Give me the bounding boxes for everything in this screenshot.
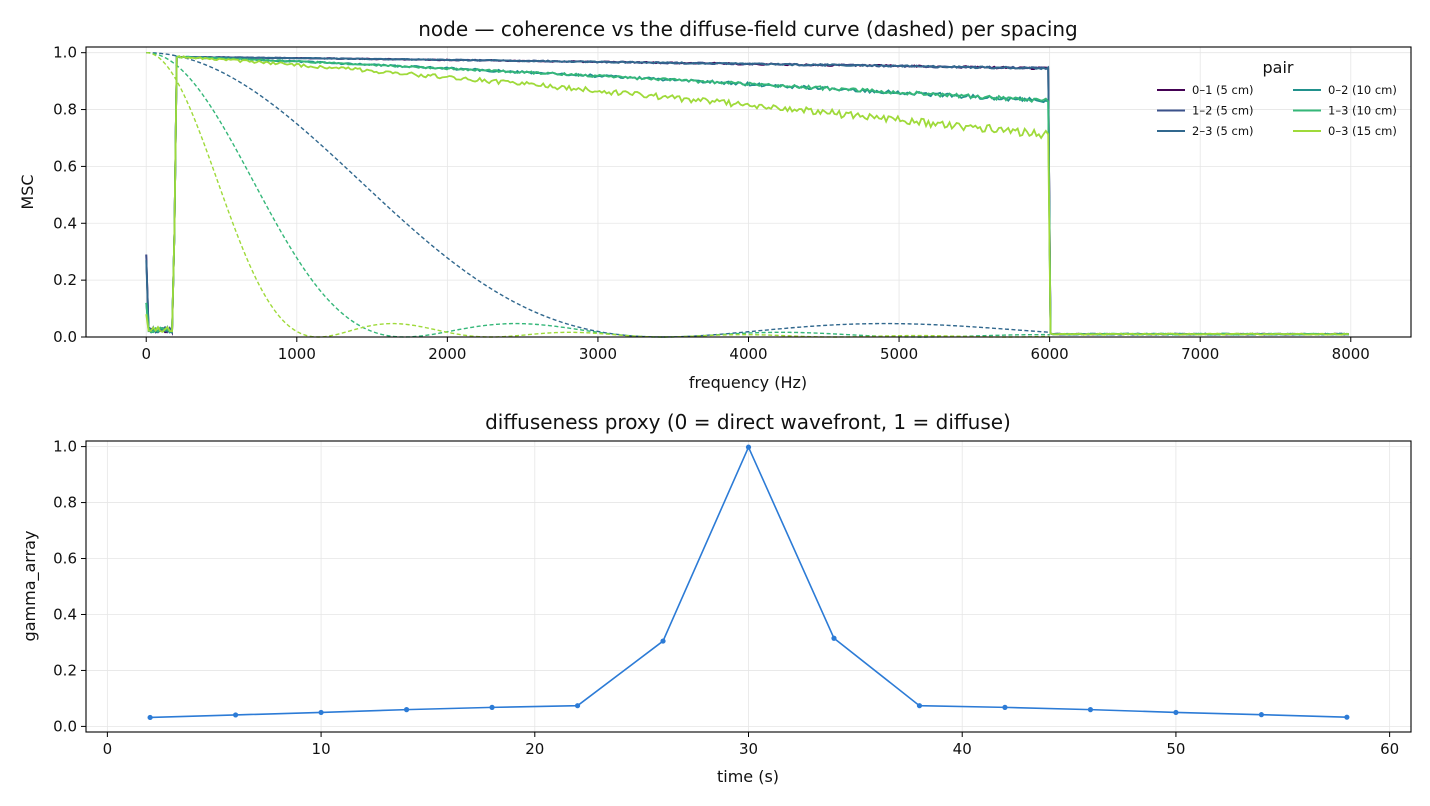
y-tick-label: 1.0 bbox=[53, 44, 77, 62]
gamma-point bbox=[660, 638, 666, 644]
y-ticks: 0.0 0.2 0.4 0.6 0.8 1.0 bbox=[53, 438, 86, 735]
coherence-chart: node — coherence vs the diffuse-field cu… bbox=[18, 17, 1412, 392]
x-tick-label: 50 bbox=[1166, 740, 1185, 758]
y-axis-label: MSC bbox=[18, 174, 37, 209]
gamma-point bbox=[1087, 707, 1094, 713]
y-axis-label: gamma_array bbox=[20, 531, 40, 642]
series-lines bbox=[145, 54, 1349, 336]
x-ticks: 0 1000 2000 3000 4000 5000 6000 7000 8000 bbox=[141, 337, 1370, 363]
y-tick-label: 0.8 bbox=[53, 494, 77, 512]
y-tick-label: 0.2 bbox=[53, 661, 77, 679]
gamma-point bbox=[147, 714, 153, 721]
x-tick-label: 7000 bbox=[1181, 345, 1219, 363]
x-tick-label: 1000 bbox=[278, 345, 316, 363]
chart-title: node — coherence vs the diffuse-field cu… bbox=[418, 17, 1078, 41]
grid bbox=[86, 441, 1411, 732]
y-tick-label: 1.0 bbox=[53, 438, 77, 456]
x-ticks: 0 10 20 30 40 50 60 bbox=[103, 732, 1399, 758]
y-ticks: 0.0 0.2 0.4 0.6 0.8 1.0 bbox=[53, 44, 86, 346]
legend-item: 0–1 (5 cm) bbox=[1157, 83, 1254, 97]
y-tick-label: 0.6 bbox=[53, 157, 77, 175]
gamma-point bbox=[1002, 704, 1008, 710]
gamma-point bbox=[318, 709, 324, 716]
diffuseness-chart: diffuseness proxy (0 = direct wavefront,… bbox=[20, 410, 1412, 786]
x-tick-label: 0 bbox=[141, 345, 151, 363]
x-tick-label: 0 bbox=[103, 740, 113, 758]
x-tick-label: 8000 bbox=[1332, 345, 1370, 363]
chart-title: diffuseness proxy (0 = direct wavefront,… bbox=[485, 410, 1011, 434]
y-tick-label: 0.0 bbox=[53, 717, 77, 735]
legend-label: 1–2 (5 cm) bbox=[1192, 104, 1254, 118]
x-tick-label: 10 bbox=[312, 740, 331, 758]
legend-label: 0–3 (15 cm) bbox=[1328, 124, 1397, 138]
series-lines bbox=[147, 444, 1350, 721]
x-tick-label: 4000 bbox=[729, 345, 767, 363]
y-tick-label: 0.6 bbox=[53, 550, 77, 568]
y-tick-label: 0.0 bbox=[53, 328, 77, 346]
diffuse-curve bbox=[146, 51, 1050, 338]
x-tick-label: 30 bbox=[739, 740, 758, 758]
x-tick-label: 2000 bbox=[428, 345, 466, 363]
x-tick-label: 40 bbox=[953, 740, 972, 758]
gamma-point bbox=[403, 707, 410, 713]
gamma-point bbox=[916, 703, 923, 709]
gamma-point bbox=[1258, 712, 1265, 718]
legend-label: 0–2 (10 cm) bbox=[1328, 83, 1397, 97]
gamma-point bbox=[831, 635, 837, 641]
coherence-line bbox=[145, 55, 1349, 336]
coherence-line bbox=[145, 55, 1349, 336]
gamma-point bbox=[1173, 709, 1179, 716]
x-tick-label: 60 bbox=[1380, 740, 1399, 758]
x-tick-label: 5000 bbox=[880, 345, 918, 363]
y-tick-label: 0.4 bbox=[53, 605, 77, 623]
x-axis-label: frequency (Hz) bbox=[689, 373, 807, 392]
y-tick-label: 0.2 bbox=[53, 271, 77, 289]
legend: pair 0–1 (5 cm) 1–2 (5 cm) 2–3 (5 cm) 0–2 (… bbox=[1157, 58, 1397, 138]
gamma-point bbox=[574, 703, 581, 709]
coherence-line bbox=[145, 55, 1349, 336]
legend-item: 1–2 (5 cm) bbox=[1157, 104, 1254, 118]
legend-label: 1–3 (10 cm) bbox=[1328, 104, 1397, 118]
gamma-point bbox=[1344, 714, 1350, 720]
x-axis-label: time (s) bbox=[717, 767, 779, 786]
diffuse-curve bbox=[146, 51, 1050, 338]
legend-item: 2–3 (5 cm) bbox=[1157, 124, 1254, 138]
y-tick-label: 0.4 bbox=[53, 214, 77, 232]
coherence-line bbox=[145, 54, 1349, 336]
legend-item: 1–3 (10 cm) bbox=[1293, 104, 1397, 118]
y-tick-label: 0.8 bbox=[53, 101, 77, 119]
gamma-point bbox=[489, 704, 495, 710]
gamma-point bbox=[232, 712, 239, 718]
coherence-line bbox=[145, 55, 1349, 336]
legend-label: 2–3 (5 cm) bbox=[1192, 124, 1254, 138]
legend-label: 0–1 (5 cm) bbox=[1192, 83, 1254, 97]
legend-title: pair bbox=[1263, 58, 1294, 77]
x-tick-label: 3000 bbox=[579, 345, 617, 363]
x-tick-label: 6000 bbox=[1031, 345, 1069, 363]
coherence-line bbox=[145, 55, 1349, 336]
gamma-point bbox=[745, 444, 752, 450]
legend-item: 0–3 (15 cm) bbox=[1293, 124, 1397, 138]
x-tick-label: 20 bbox=[525, 740, 544, 758]
legend-item: 0–2 (10 cm) bbox=[1293, 83, 1397, 97]
